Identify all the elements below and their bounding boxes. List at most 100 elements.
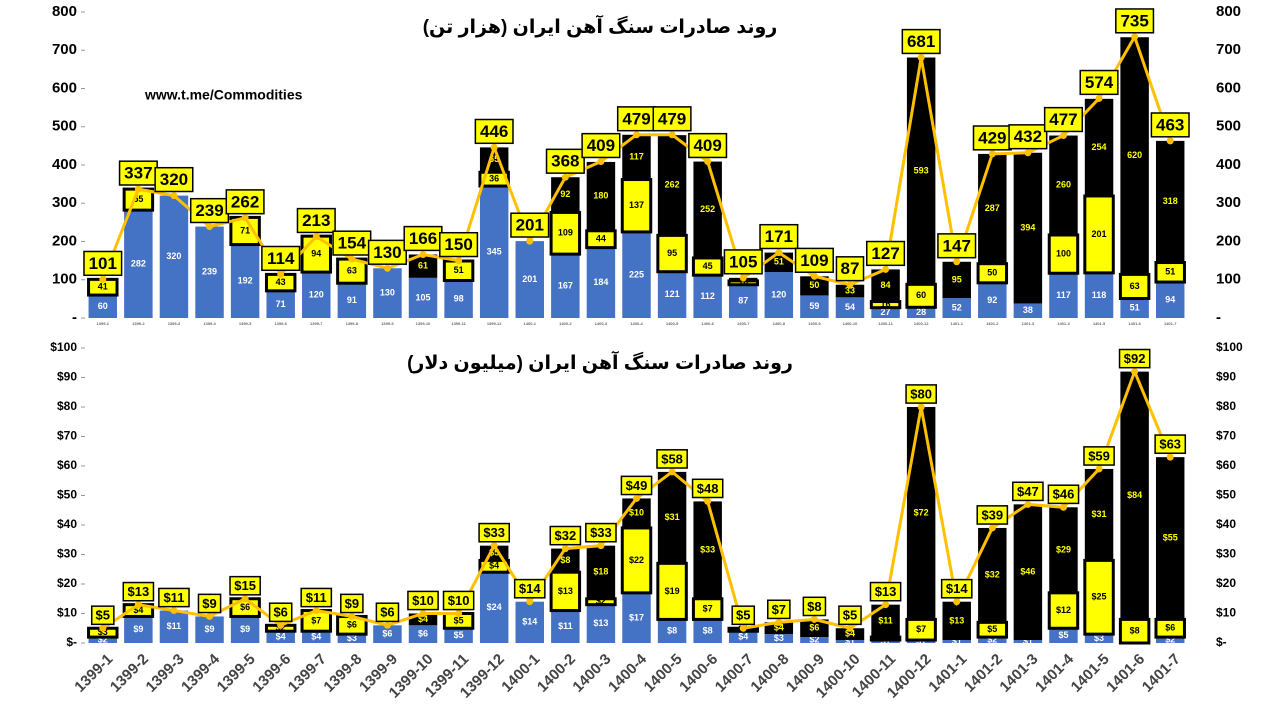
segment-label: 95	[667, 248, 677, 258]
total-point	[455, 610, 463, 617]
total-label-box	[794, 247, 834, 273]
total-label: $7	[772, 602, 786, 617]
total-point	[775, 249, 783, 257]
y2-tick-label: $50	[1216, 488, 1236, 502]
total-label-box	[83, 250, 123, 277]
total-label-box	[154, 166, 194, 193]
total-point	[312, 607, 320, 615]
segment-label: $13	[593, 618, 608, 628]
segment-label: 92	[560, 189, 570, 199]
segment-label: $4	[738, 631, 748, 641]
y-tick-label: 300	[52, 194, 77, 211]
segment-label: 65	[489, 154, 499, 164]
x-tick-label: 1400-10	[843, 321, 858, 326]
x-tick-label: 1399-4	[203, 321, 216, 326]
total-point	[206, 223, 214, 231]
segment-label: 55	[133, 194, 143, 204]
segment-label: $5	[454, 630, 464, 640]
y-tick-label: $100	[50, 340, 77, 354]
y-tick-label: $30	[57, 547, 77, 561]
x-tick-label: 1400-7	[737, 321, 750, 326]
total-label-box	[439, 231, 479, 258]
bar-segment	[978, 153, 1007, 264]
y2-tick-label: $20	[1216, 576, 1236, 590]
chart-title: روند صادرات سنگ آهن ایران (هزار تن)	[423, 14, 778, 38]
total-label-box	[474, 118, 514, 145]
bar-segment	[300, 234, 333, 274]
segment-label: 118	[1092, 290, 1107, 300]
segment-label: $9	[133, 624, 143, 634]
segment-label: $4	[133, 605, 143, 615]
segment-label: 51	[1165, 267, 1175, 277]
total-label: $59	[1088, 448, 1110, 463]
segment-label: $2	[809, 634, 819, 644]
bar-segment	[479, 186, 509, 318]
y-tick-label: 800	[52, 3, 77, 20]
bar-segment	[586, 161, 616, 231]
total-point	[775, 618, 783, 626]
total-label: $33	[590, 525, 612, 540]
bar-segment	[124, 210, 153, 318]
x-tick-label: 1400-2	[534, 651, 579, 696]
bar-segment	[1047, 591, 1080, 630]
total-label: 409	[587, 136, 615, 155]
x-tick-label: 1401-2	[986, 321, 999, 326]
segment-label: $31	[665, 512, 680, 522]
y-tick-label: $40	[57, 517, 77, 531]
y2-tick-label: 300	[1216, 194, 1241, 211]
segment-label: 254	[1092, 142, 1107, 152]
bar-segment	[549, 570, 582, 613]
total-label: 574	[1085, 73, 1114, 92]
total-label: $39	[981, 507, 1003, 522]
total-point	[526, 598, 534, 606]
total-label: $46	[1053, 487, 1075, 502]
total-label-box	[940, 578, 973, 599]
segment-label: $4	[489, 561, 499, 571]
total-label: $92	[1124, 351, 1146, 366]
total-label: $13	[875, 584, 897, 599]
x-tick-label: 1400-8	[773, 321, 786, 326]
total-point	[561, 173, 569, 181]
segment-label: $8	[1130, 626, 1140, 636]
total-point	[810, 615, 818, 623]
segment-label: 44	[596, 234, 606, 244]
bar-segment	[835, 628, 865, 641]
x-tick-label: 1400-5	[641, 651, 686, 696]
segment-label: $1	[881, 633, 891, 643]
segment-label: $4	[418, 614, 428, 624]
segment-label: 71	[276, 299, 286, 309]
total-label-box	[407, 590, 439, 611]
total-label-box	[905, 384, 937, 404]
bar-segment	[479, 572, 509, 643]
bar-segment	[1049, 135, 1078, 235]
segment-label: 63	[1130, 281, 1140, 291]
total-label: $80	[910, 386, 932, 401]
bar-segment	[800, 276, 829, 296]
segment-label: $24	[487, 602, 502, 612]
total-label: $6	[273, 605, 287, 620]
y-tick-label: -	[72, 309, 77, 326]
total-label-box	[1008, 124, 1048, 150]
y-tick-label: 400	[52, 156, 77, 173]
x-tick-label: 1400-12	[914, 321, 929, 326]
total-point	[277, 621, 285, 629]
total-point	[1024, 500, 1032, 508]
segment-label: $8	[667, 626, 677, 636]
bar-segment	[302, 272, 331, 318]
total-label-box	[197, 593, 222, 614]
total-label-box	[442, 590, 475, 611]
segment-label: 51	[1130, 303, 1140, 313]
total-label-box	[835, 256, 865, 282]
total-label-box	[1150, 112, 1190, 138]
total-label-box	[1043, 106, 1084, 133]
x-tick-label: 1400-2	[559, 321, 572, 326]
x-tick-label: 1401-1	[950, 321, 963, 326]
total-label-box	[759, 223, 799, 250]
segment-label: $3	[98, 627, 108, 637]
segment-label: $7	[311, 615, 321, 625]
x-tick-label: 1399-3	[143, 651, 188, 696]
segment-label: 120	[771, 289, 786, 299]
total-label-box	[691, 478, 724, 499]
x-tick-label: 1401-6	[1128, 321, 1141, 326]
total-label-box	[340, 593, 364, 614]
